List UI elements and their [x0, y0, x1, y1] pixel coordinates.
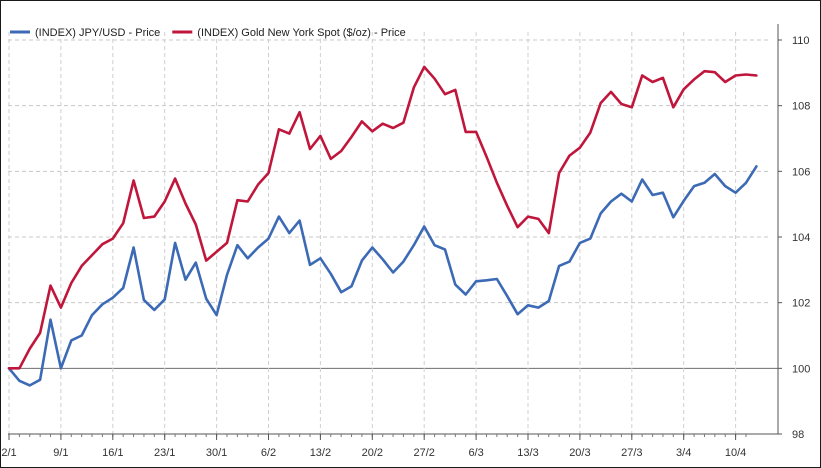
- legend-item-1: (INDEX) JPY/USD - Price: [10, 27, 160, 39]
- x-tick-label: 20/2: [362, 447, 383, 459]
- x-tick-label: 6/2: [261, 447, 276, 459]
- x-tick-label: 23/1: [154, 447, 175, 459]
- x-tick-label: 2/1: [1, 447, 16, 459]
- legend: (INDEX) JPY/USD - Price (INDEX) Gold New …: [10, 27, 406, 39]
- y-tick-label: 106: [792, 166, 810, 178]
- x-tick-label: 30/1: [206, 447, 227, 459]
- y-tick-label: 102: [792, 298, 810, 310]
- x-tick-label: 27/3: [621, 447, 642, 459]
- x-tick-label: 13/3: [517, 447, 538, 459]
- x-tick-label: 10/4: [725, 447, 746, 459]
- x-tick-label: 13/2: [310, 447, 331, 459]
- series-line-2: [7, 65, 758, 370]
- y-tick-label: 100: [792, 363, 810, 375]
- y-tick-label: 98: [792, 429, 804, 441]
- legend-item-2: (INDEX) Gold New York Spot ($/oz) - Pric…: [172, 27, 406, 39]
- x-tick-label: 27/2: [413, 447, 434, 459]
- y-tick-label: 104: [792, 232, 810, 244]
- axes: 98 100 102 104 106 108 110 2/1 9/1 16/1 23/1 30/1 6/…: [1, 24, 810, 459]
- x-tick-label: 3/4: [676, 447, 691, 459]
- legend-label: (INDEX) Gold New York Spot ($/oz) - Pric…: [197, 27, 405, 39]
- x-tick-label: 20/3: [569, 447, 590, 459]
- series-lines: [7, 65, 758, 387]
- y-tick-label: 110: [792, 35, 810, 47]
- x-tick-label: 16/1: [102, 447, 123, 459]
- series-line-1: [7, 165, 758, 387]
- y-tick-label: 108: [792, 101, 810, 113]
- x-tick-label: 6/3: [468, 447, 483, 459]
- gridlines: [8, 32, 778, 434]
- x-tick-label: 9/1: [53, 447, 68, 459]
- legend-label: (INDEX) JPY/USD - Price: [35, 27, 160, 39]
